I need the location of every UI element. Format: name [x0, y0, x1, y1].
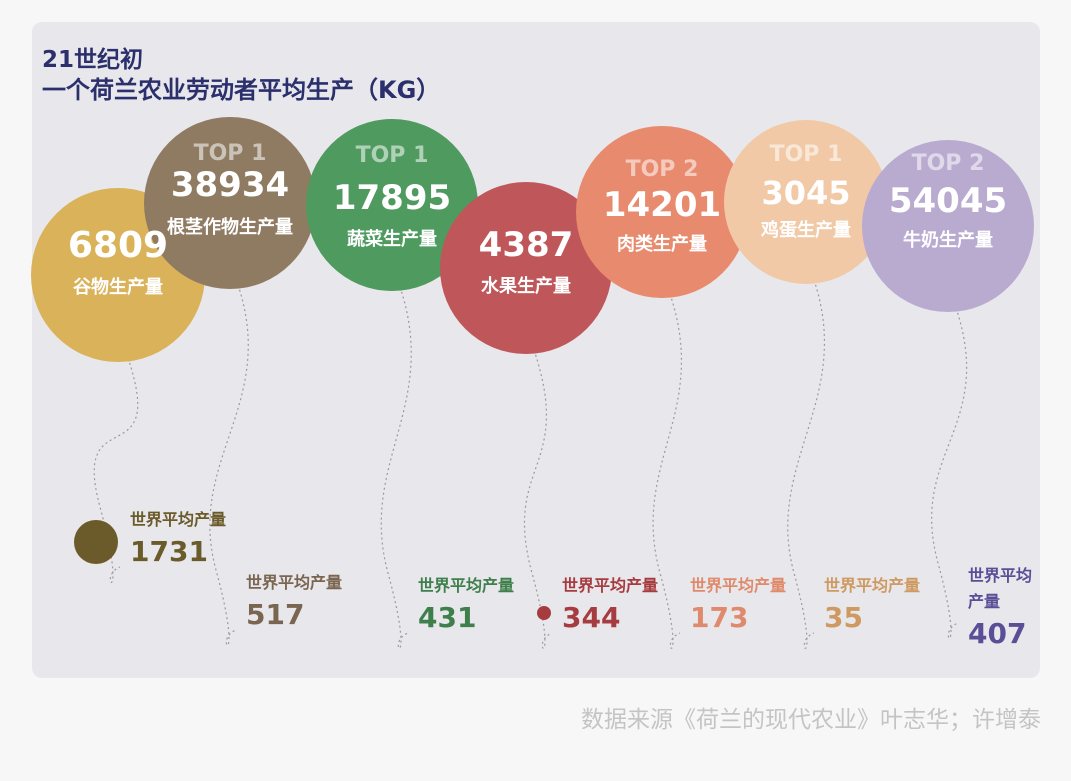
connector-line-3 — [380, 286, 412, 649]
world-value-5: 173 — [690, 601, 748, 634]
world-label-cont-7: 产量 — [968, 592, 1000, 611]
world-label-7: 世界平均 — [968, 566, 1032, 585]
world-label-3: 世界平均产量 — [418, 576, 514, 595]
world-value-1: 1731 — [130, 535, 208, 568]
world-label-6: 世界平均产量 — [824, 576, 920, 595]
world-dot-4 — [537, 606, 551, 620]
bubble-category-2: 根茎作物生产量 — [167, 216, 293, 238]
world-label-5: 世界平均产量 — [690, 576, 786, 595]
world-value-7: 407 — [968, 617, 1026, 650]
world-value-4: 344 — [562, 601, 620, 634]
bubble-3 — [306, 119, 478, 291]
bubble-category-5: 肉类生产量 — [617, 233, 707, 255]
bubble-category-6: 鸡蛋生产量 — [760, 219, 851, 241]
bubble-6 — [724, 120, 888, 284]
bubble-rank-5: TOP 2 — [626, 157, 699, 182]
bubble-rank-7: TOP 2 — [912, 151, 985, 176]
world-label-1: 世界平均产量 — [130, 510, 226, 529]
bubble-value-4: 4387 — [479, 225, 574, 265]
bubble-2 — [144, 117, 316, 289]
connector-line-6 — [787, 279, 825, 649]
world-value-3: 431 — [418, 601, 476, 634]
bubble-4 — [440, 182, 612, 354]
bubble-rank-2: TOP 1 — [194, 141, 267, 166]
world-value-6: 35 — [824, 601, 863, 634]
bubble-7 — [862, 140, 1034, 312]
world-dot-1 — [74, 520, 118, 564]
bubble-category-3: 蔬菜生产量 — [347, 228, 437, 250]
world-value-2: 517 — [246, 598, 304, 631]
world-label-2: 世界平均产量 — [246, 573, 342, 592]
bubble-category-7: 牛奶生产量 — [903, 229, 993, 251]
bubble-value-3: 17895 — [333, 178, 451, 218]
connector-line-5 — [652, 293, 683, 649]
world-label-4: 世界平均产量 — [562, 576, 658, 595]
connector-line-1 — [93, 357, 139, 583]
bubble-category-4: 水果生产量 — [481, 275, 571, 297]
connector-line-7 — [931, 307, 968, 639]
bubble-value-2: 38934 — [171, 165, 289, 205]
chart-title-line-2: 一个荷兰农业劳动者平均生产（KG） — [42, 76, 441, 104]
data-source-note: 数据来源《荷兰的现代农业》叶志华；许增泰 — [581, 707, 1041, 733]
bubble-value-6: 3045 — [761, 174, 850, 212]
bubble-rank-6: TOP 1 — [770, 142, 843, 167]
chart-title-line-1: 21世纪初 — [42, 47, 144, 73]
bubble-value-5: 14201 — [603, 185, 721, 225]
bubble-5 — [576, 126, 748, 298]
bubble-rank-3: TOP 1 — [356, 143, 429, 168]
connector-line-2 — [209, 284, 249, 646]
bubble-category-1: 谷物生产量 — [73, 276, 163, 298]
bubble-value-7: 54045 — [889, 181, 1007, 221]
bubble-value-1: 6809 — [68, 225, 168, 266]
connector-line-4 — [523, 349, 553, 649]
